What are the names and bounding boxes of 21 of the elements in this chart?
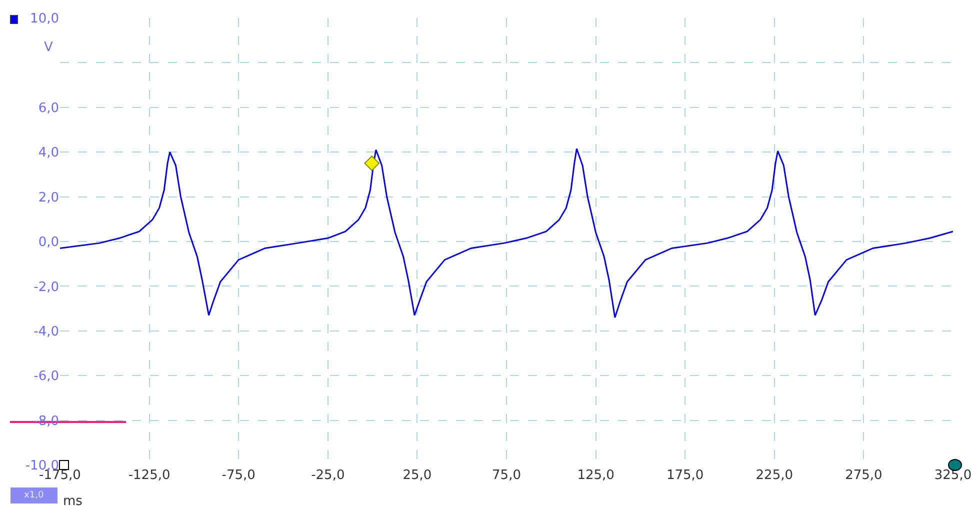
x-tick-label: 125,0 (577, 468, 614, 483)
x-tick-label: -125,0 (128, 468, 170, 483)
y-tick-label: -4,0 (34, 324, 59, 340)
x-axis-title: ms (63, 494, 83, 506)
y-tick-label: 10,0 (30, 12, 59, 27)
y-tick-label: 2,0 (38, 190, 59, 206)
y-tick-label: 6,0 (38, 100, 59, 116)
y-tick-label: 4,0 (38, 146, 59, 161)
x-tick-label: 75,0 (492, 468, 521, 483)
y-tick-label: -2,0 (34, 280, 59, 295)
line-series (60, 148, 953, 318)
x-tick-label: 225,0 (756, 468, 794, 483)
x-tick-label: 175,0 (666, 468, 704, 483)
y-tick-label: 0,0 (38, 235, 59, 250)
y-axis-title: V (44, 40, 53, 55)
x-tick-label: 275,0 (845, 468, 882, 483)
text: x1,0 (24, 490, 44, 500)
x-tick-label: -75,0 (222, 468, 256, 483)
x-tick-label: -25,0 (311, 468, 345, 483)
y-tick-label: -6,0 (34, 369, 59, 384)
x-tick-label: 25,0 (402, 468, 432, 483)
